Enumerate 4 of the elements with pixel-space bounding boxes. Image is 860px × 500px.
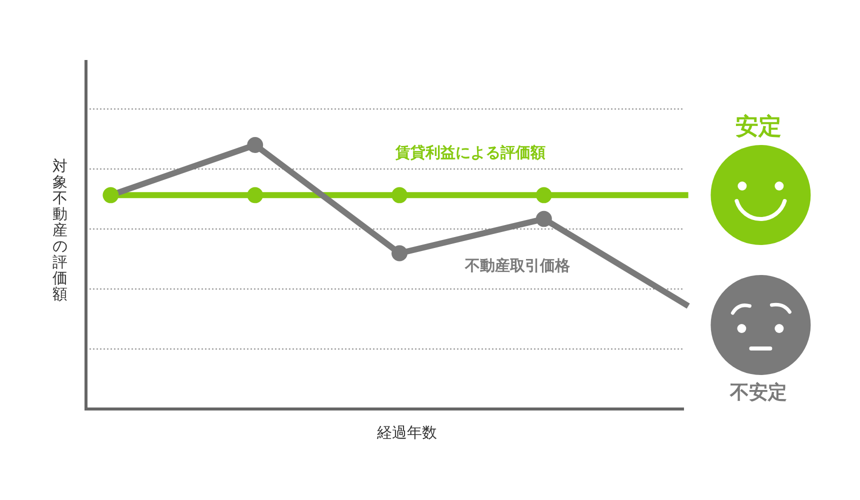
xlabel: 経過年数 bbox=[377, 424, 437, 442]
annotation: 安定 bbox=[736, 113, 782, 139]
ylabel: 対象不動産の評価額 bbox=[52, 158, 68, 302]
annotation: 不安定 bbox=[730, 382, 788, 404]
